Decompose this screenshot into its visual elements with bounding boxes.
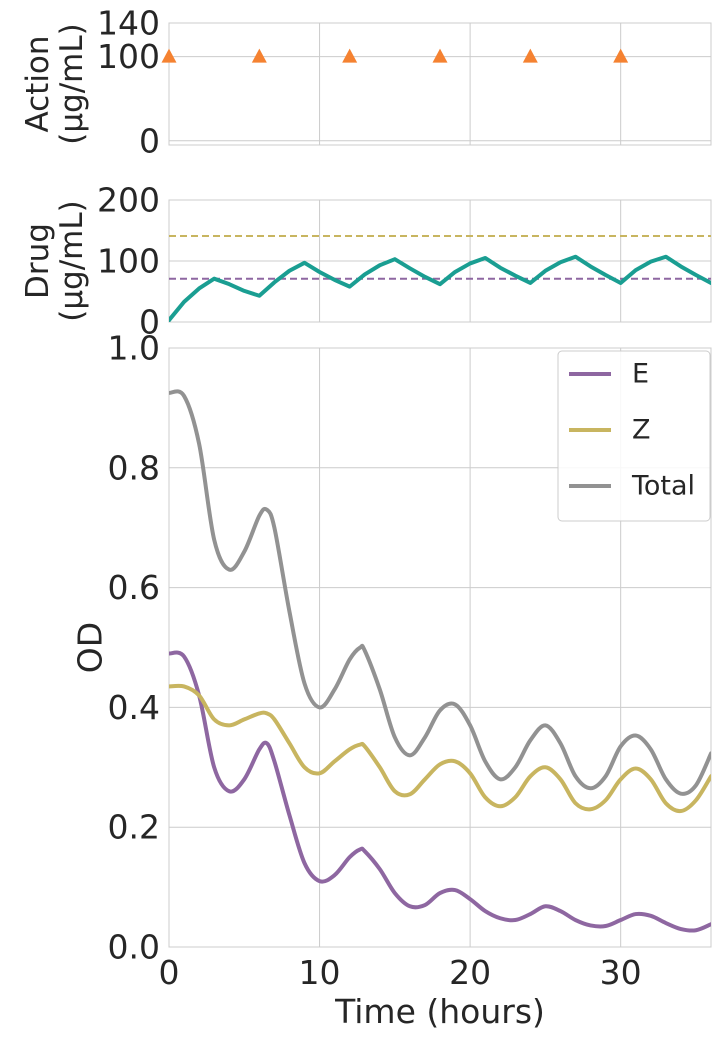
drug-plot-area	[169, 234, 711, 322]
drug-y-ticks: 0 100 200	[97, 181, 160, 342]
y-tick-label: 0.8	[108, 448, 160, 487]
y-axis-label: Drug	[20, 223, 56, 299]
action-grid	[168, 22, 711, 145]
panel-od: 0.0 0.2 0.4 0.6 0.8 1.0 0 10 20 30 OD Time (hours) E…	[71, 329, 712, 1031]
y-tick-label: 0.4	[108, 688, 160, 727]
dose-marker	[522, 48, 538, 63]
y-tick-label: 0.0	[108, 928, 160, 967]
legend: EZ Total	[557, 350, 711, 522]
x-tick-label: 20	[449, 953, 491, 992]
dose-marker	[613, 48, 629, 63]
y-axis-label: OD	[71, 622, 110, 673]
x-tick-label: 10	[299, 953, 341, 992]
y-tick-label: 200	[97, 181, 160, 220]
x-tick-label: 30	[600, 953, 642, 992]
y-tick-label: 0.6	[108, 568, 160, 607]
legend-label: E	[632, 359, 649, 390]
od-y-ticks: 0.0 0.2 0.4 0.6 0.8 1.0	[108, 329, 160, 967]
series-line-total	[169, 389, 711, 796]
legend-box	[557, 350, 711, 522]
action-frame	[168, 22, 712, 146]
legend-label: Total	[631, 471, 695, 502]
y-tick-label: 140	[97, 4, 160, 43]
y-tick-label: 0.2	[108, 808, 160, 847]
od-frame	[168, 347, 712, 948]
y-tick-label: 100	[97, 37, 160, 76]
drug-grid	[168, 199, 711, 323]
dose-marker	[251, 48, 267, 63]
y-tick-label: 100	[97, 242, 160, 281]
series-line-drug	[169, 254, 711, 322]
series-line-e	[169, 650, 711, 933]
y-axis-label: (µg/mL)	[54, 23, 90, 145]
y-axis-label: Action	[20, 35, 56, 132]
od-plot-area	[169, 389, 711, 933]
dose-marker	[342, 48, 358, 63]
y-tick-label: 0	[139, 121, 160, 160]
dose-marker	[432, 48, 448, 63]
dose-marker	[161, 48, 177, 63]
legend-label: Z	[632, 415, 651, 446]
x-axis-label: Time (hours)	[334, 992, 545, 1031]
x-tick-label: 0	[159, 953, 180, 992]
drug-frame	[168, 199, 712, 323]
y-axis-label: (µg/mL)	[54, 200, 90, 322]
y-tick-label: 1.0	[108, 329, 160, 368]
od-x-ticks: 0 10 20 30	[159, 953, 642, 992]
y-tick-label: 0	[139, 303, 160, 342]
series-line-z	[169, 683, 711, 814]
panel-drug: 0 100 200 Drug(µg/mL)	[20, 181, 712, 342]
